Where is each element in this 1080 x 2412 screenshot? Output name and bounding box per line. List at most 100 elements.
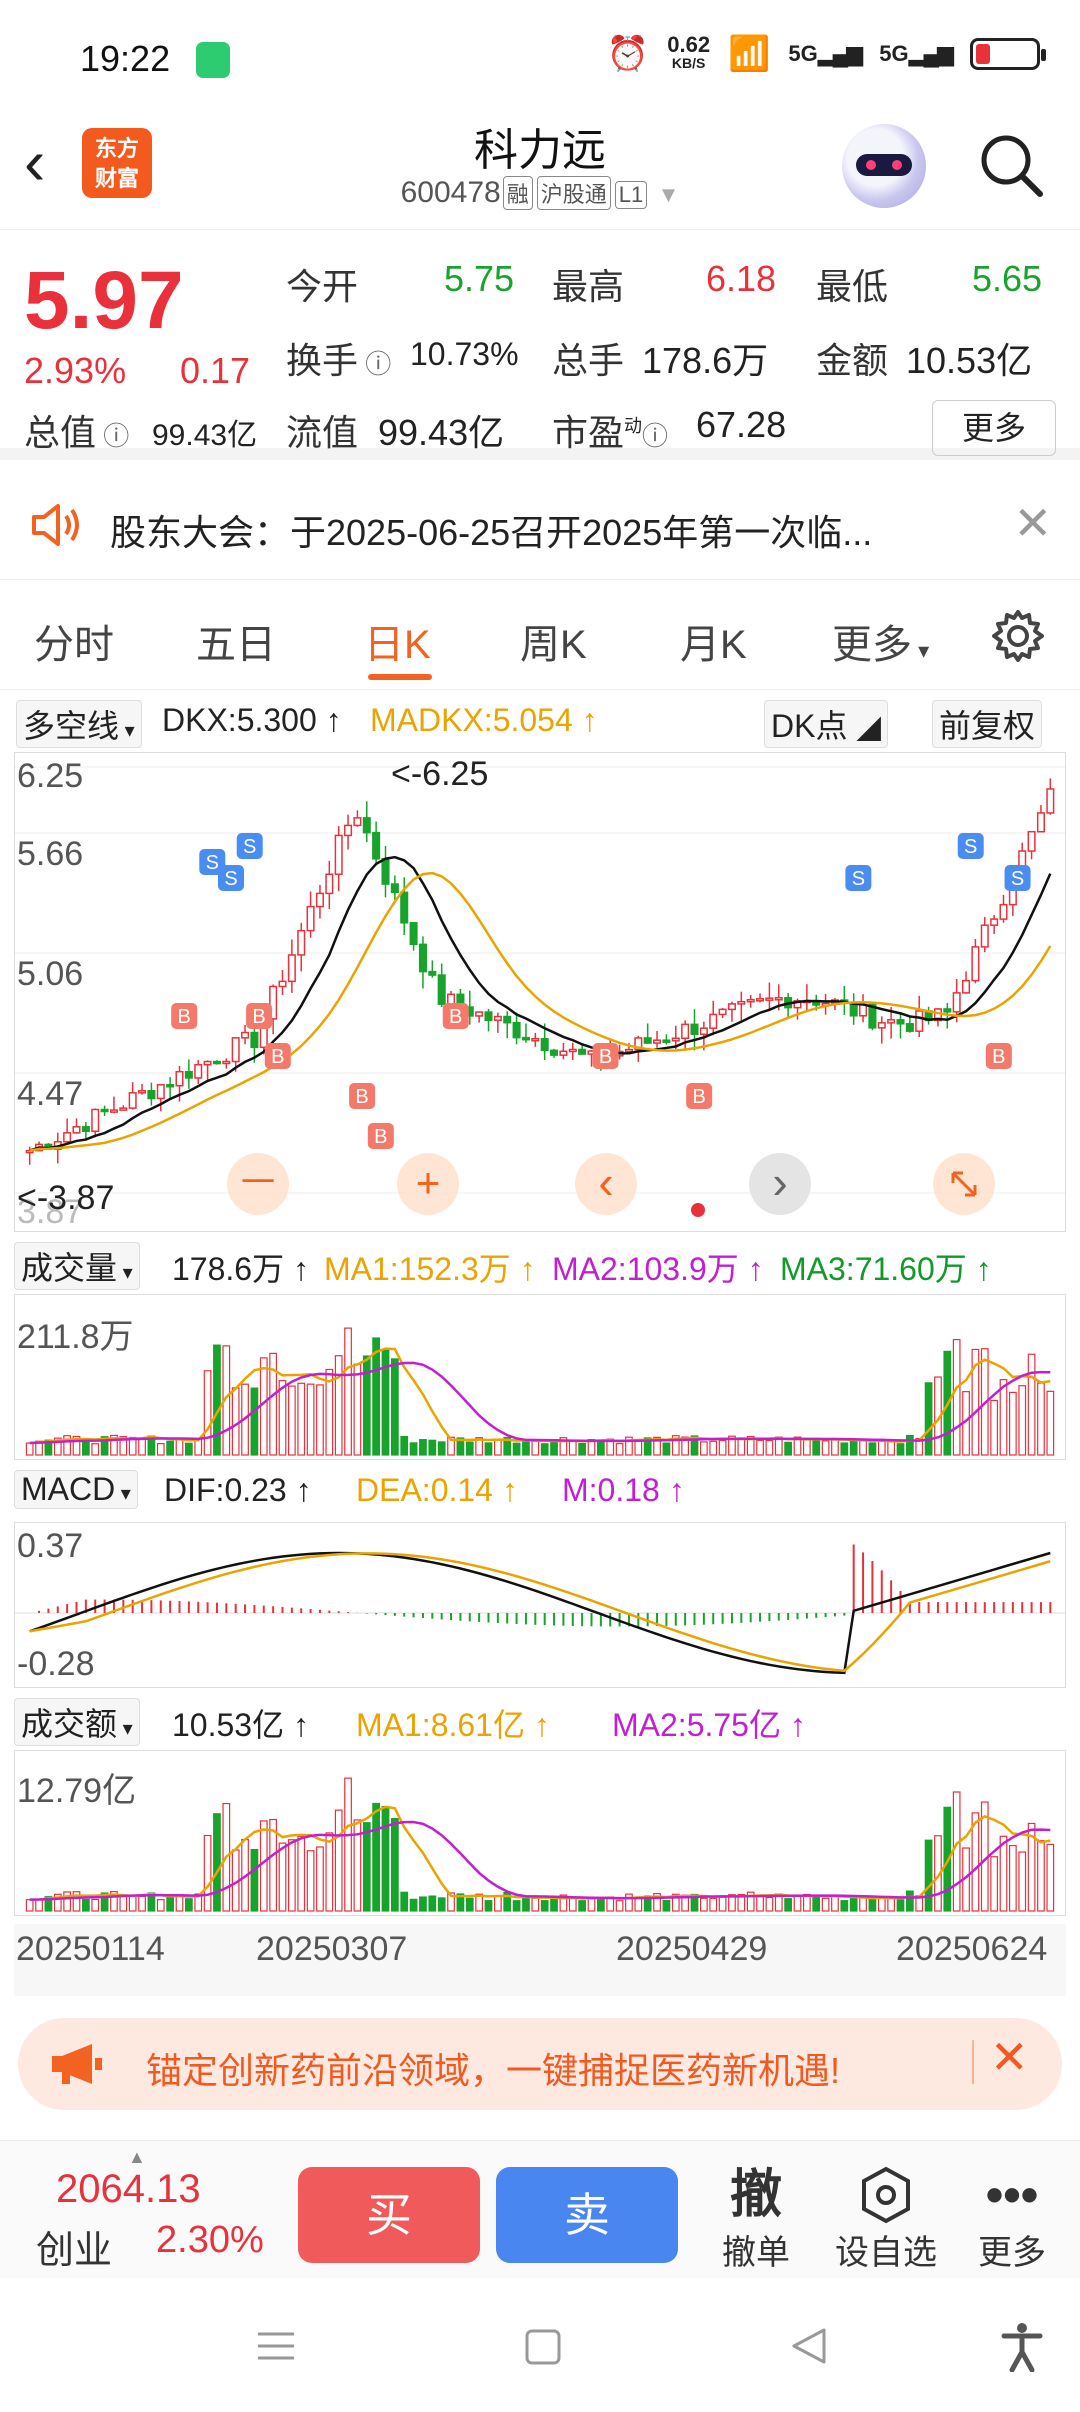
candle-body bbox=[503, 1015, 512, 1024]
gear-icon[interactable] bbox=[988, 606, 1048, 671]
period-tabs: 分时 五日 日K 周K 月K 更多 ▾ bbox=[0, 582, 1080, 690]
amount-bar bbox=[596, 1897, 605, 1912]
buy-signal-letter: B bbox=[252, 1006, 265, 1028]
volume-bar bbox=[231, 1387, 240, 1456]
candle-body bbox=[372, 831, 381, 860]
amount-bar bbox=[512, 1900, 521, 1912]
add-watchlist-button[interactable]: 设自选 bbox=[826, 2165, 946, 2274]
volume-bar bbox=[971, 1348, 980, 1456]
amount-bar bbox=[1037, 1840, 1045, 1912]
axis-label-4: 4.47 bbox=[17, 1075, 84, 1113]
macd-indicator-select[interactable]: MACD ▾ bbox=[14, 1470, 138, 1509]
amount-bar bbox=[1027, 1822, 1036, 1912]
volume-bar bbox=[681, 1436, 690, 1456]
notice-bar[interactable]: 股东大会：于2025-06-25召开2025年第一次临... ✕ bbox=[0, 472, 1080, 580]
volume-bar bbox=[559, 1437, 568, 1456]
app-logo[interactable]: 东方 财富 bbox=[82, 128, 152, 198]
tab-daily-k[interactable]: 日K bbox=[364, 623, 431, 667]
amount-indicator-select[interactable]: 成交额 ▾ bbox=[14, 1698, 140, 1746]
scroll-left-button[interactable]: ‹ bbox=[575, 1153, 637, 1215]
candle-body bbox=[184, 1070, 193, 1079]
candle-body bbox=[306, 905, 315, 932]
sell-signal-marker bbox=[845, 865, 872, 891]
back-icon[interactable]: ‹ bbox=[24, 126, 46, 198]
menu-icon[interactable] bbox=[256, 2326, 296, 2371]
stock-code-line[interactable]: 600478 融沪股通 L1 ▼ bbox=[0, 176, 1080, 210]
tab-more[interactable]: 更多 ▾ bbox=[832, 623, 930, 667]
amount-bar bbox=[1018, 1851, 1027, 1912]
volume-indicator-select[interactable]: 成交量 ▾ bbox=[14, 1242, 140, 1290]
buy-button[interactable]: 买 bbox=[298, 2167, 480, 2263]
dk-point-button[interactable]: DK点 ◢ bbox=[764, 700, 888, 748]
close-icon[interactable]: ✕ bbox=[990, 2031, 1029, 2083]
tab-weekly-k[interactable]: 周K bbox=[520, 623, 587, 667]
buy-signal-letter: B bbox=[599, 1046, 612, 1068]
volume-bar bbox=[587, 1439, 596, 1456]
tab-intraday[interactable]: 分时 bbox=[34, 623, 114, 667]
accessibility-icon[interactable] bbox=[1000, 2322, 1044, 2377]
amount-bar bbox=[156, 1899, 165, 1912]
candle-body bbox=[550, 1049, 559, 1056]
volume-bar bbox=[437, 1441, 446, 1456]
volume-bar bbox=[746, 1435, 755, 1456]
volume-bar bbox=[699, 1441, 708, 1456]
amount-bar bbox=[728, 1894, 736, 1912]
adjust-button[interactable]: 前复权 bbox=[932, 700, 1043, 748]
candle-body bbox=[662, 1039, 671, 1043]
amount-chart[interactable]: 12.79亿 bbox=[14, 1750, 1066, 1916]
zoom-out-button[interactable]: 一 bbox=[227, 1153, 289, 1215]
sell-signal-marker bbox=[1004, 865, 1031, 891]
candle-body bbox=[709, 1013, 718, 1029]
candle-body bbox=[877, 1022, 886, 1029]
candle-body bbox=[362, 817, 371, 834]
volume-bar bbox=[653, 1436, 661, 1456]
volume-bar bbox=[1008, 1391, 1017, 1456]
cancel-order-button[interactable]: 撤 撤单 bbox=[696, 2165, 816, 2274]
amount-bar bbox=[278, 1842, 287, 1912]
volume-bar bbox=[110, 1434, 118, 1456]
volume-bar bbox=[765, 1439, 774, 1456]
volume-bar bbox=[390, 1358, 399, 1456]
back-nav-icon[interactable] bbox=[788, 2326, 828, 2371]
quote-mktcap[interactable]: 总值 ⓘ bbox=[24, 412, 130, 453]
search-icon[interactable] bbox=[976, 130, 1046, 200]
volume-bar bbox=[671, 1435, 680, 1456]
tab-five-day[interactable]: 五日 bbox=[196, 623, 276, 667]
kline-indicator-select[interactable]: 多空线 ▾ bbox=[16, 700, 142, 748]
volume-bar bbox=[625, 1436, 633, 1456]
candle-body bbox=[353, 817, 362, 827]
amount-bar bbox=[877, 1896, 886, 1912]
sell-button[interactable]: 卖 bbox=[496, 2167, 678, 2263]
buy-signal-marker bbox=[985, 1043, 1012, 1069]
volume-bar bbox=[999, 1379, 1008, 1456]
zoom-in-button[interactable]: + bbox=[397, 1153, 459, 1215]
more-quote-button[interactable]: 更多 bbox=[932, 400, 1056, 456]
amount-bar bbox=[812, 1894, 821, 1912]
candle-body bbox=[699, 1027, 708, 1035]
macd-chart[interactable]: 0.37 -0.28 bbox=[14, 1522, 1066, 1688]
promo-banner[interactable]: 锚定创新药前沿领域，一键捕捉医药新机遇! ✕ bbox=[18, 2018, 1062, 2110]
index-value[interactable]: 2064.13 bbox=[56, 2167, 201, 2211]
candle-body bbox=[568, 1048, 577, 1053]
more-button[interactable]: ••• 更多 bbox=[952, 2165, 1072, 2274]
close-icon[interactable]: ✕ bbox=[1013, 497, 1052, 549]
volume-bar bbox=[615, 1443, 624, 1456]
volume-bar bbox=[287, 1385, 296, 1456]
tab-monthly-k[interactable]: 月K bbox=[680, 623, 747, 667]
volume-bar bbox=[465, 1441, 474, 1456]
buy-signal-letter: B bbox=[374, 1126, 387, 1148]
quote-turnover[interactable]: 换手 ⓘ bbox=[286, 340, 392, 381]
quote-pe[interactable]: 市盈动ⓘ bbox=[552, 412, 669, 453]
candle-body bbox=[1036, 812, 1045, 833]
home-icon[interactable] bbox=[524, 2328, 562, 2371]
assistant-robot-icon[interactable] bbox=[842, 124, 926, 208]
scroll-right-button[interactable]: › bbox=[749, 1153, 811, 1215]
dkx-line bbox=[29, 855, 1052, 1152]
buy-signal-marker bbox=[349, 1083, 376, 1109]
fullscreen-icon[interactable] bbox=[933, 1153, 995, 1215]
volume-ma1: MA1:152.3万 ↑ bbox=[324, 1251, 536, 1287]
stock-header: ‹ 东方 财富 科力远 600478 融沪股通 L1 ▼ bbox=[0, 110, 1080, 230]
volume-chart[interactable]: 211.8万 bbox=[14, 1294, 1066, 1460]
volume-bar bbox=[596, 1439, 605, 1456]
